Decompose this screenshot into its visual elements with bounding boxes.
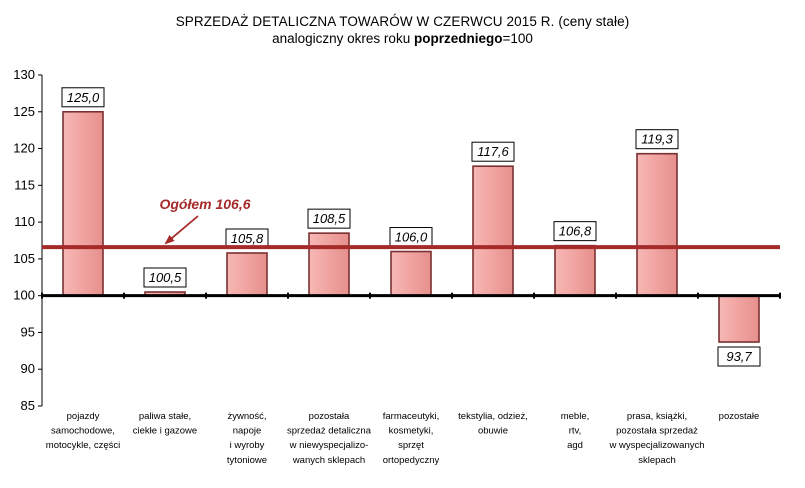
y-tick-label: 110 <box>14 214 35 229</box>
data-label-box <box>143 267 187 288</box>
category-label: samochodowe, <box>51 426 115 437</box>
category-label: w niewyspecjalizo- <box>289 440 369 451</box>
category-label: paliwa stałe, <box>139 411 191 422</box>
category-label: prasa, książki, <box>627 411 687 422</box>
category-label: pojazdy <box>67 411 100 422</box>
bar <box>636 152 678 297</box>
data-label-box <box>717 346 761 367</box>
data-label: 125,0 <box>67 90 100 105</box>
y-tick-label: 90 <box>21 361 35 376</box>
y-tick-label: 130 <box>13 67 35 82</box>
y-tick-label: 105 <box>13 251 35 266</box>
category-label: w wyspecjalizowanych <box>608 440 704 451</box>
data-label-box <box>471 141 515 162</box>
category-label: pozostałe <box>719 411 760 422</box>
data-label: 119,3 <box>641 132 673 147</box>
data-label-box <box>307 208 351 229</box>
category-label: meble, <box>561 411 590 422</box>
category-label: i wyroby <box>230 440 265 451</box>
bar <box>390 250 432 297</box>
category-label: rtv, <box>569 426 582 437</box>
data-label-box <box>635 129 679 150</box>
chart-subtitle: analogiczny okres roku poprzedniego=100 <box>272 31 533 46</box>
y-tick-label: 85 <box>21 398 35 413</box>
data-label-box <box>553 221 597 242</box>
data-label: 117,6 <box>477 144 509 159</box>
category-label: pozostała sprzedaż <box>616 426 698 437</box>
category-label: wanych sklepach <box>292 455 365 466</box>
category-label: motocykle, części <box>46 440 120 451</box>
y-tick-label: 115 <box>14 177 35 192</box>
category-label: agd <box>567 440 583 451</box>
data-label: 108,5 <box>313 211 346 226</box>
category-label: pozostała <box>309 411 350 422</box>
category-label: sklepach <box>638 455 676 466</box>
bar <box>62 110 104 297</box>
bar <box>226 252 268 297</box>
y-tick-label: 100 <box>13 288 35 303</box>
category-label: kosmetyki, <box>389 426 434 437</box>
y-tick-label: 95 <box>21 324 35 339</box>
category-label: farmaceutyki, <box>383 411 440 422</box>
category-label: ortopedyczny <box>383 455 440 466</box>
category-label: obuwie <box>478 426 508 437</box>
y-tick-label: 125 <box>13 104 35 119</box>
total-label: Ogółem 106,6 <box>159 196 250 212</box>
data-label: 106,8 <box>559 224 592 239</box>
category-label: tytoniowe <box>227 455 267 466</box>
category-label: sprzedaż detaliczna <box>287 426 372 437</box>
category-label: ciekłe i gazowe <box>133 426 197 437</box>
total-arrow <box>164 215 199 245</box>
bar <box>308 232 350 297</box>
category-label: tekstylia, odzież, <box>458 411 528 422</box>
y-tick-label: 120 <box>13 141 35 156</box>
category-label: napoje <box>233 426 262 437</box>
category-label: sprzęt <box>398 440 424 451</box>
data-label: 106,0 <box>395 230 428 245</box>
data-label: 105,8 <box>231 231 264 246</box>
category-label: żywność, <box>227 411 266 422</box>
bar <box>472 165 514 297</box>
data-label: 93,7 <box>726 349 752 364</box>
data-label-box <box>61 87 105 108</box>
bar <box>718 294 760 343</box>
bar <box>554 244 596 297</box>
chart-title: SPRZEDAŻ DETALICZNA TOWARÓW W CZERWCU 20… <box>175 14 630 29</box>
data-label: 100,5 <box>149 270 182 285</box>
